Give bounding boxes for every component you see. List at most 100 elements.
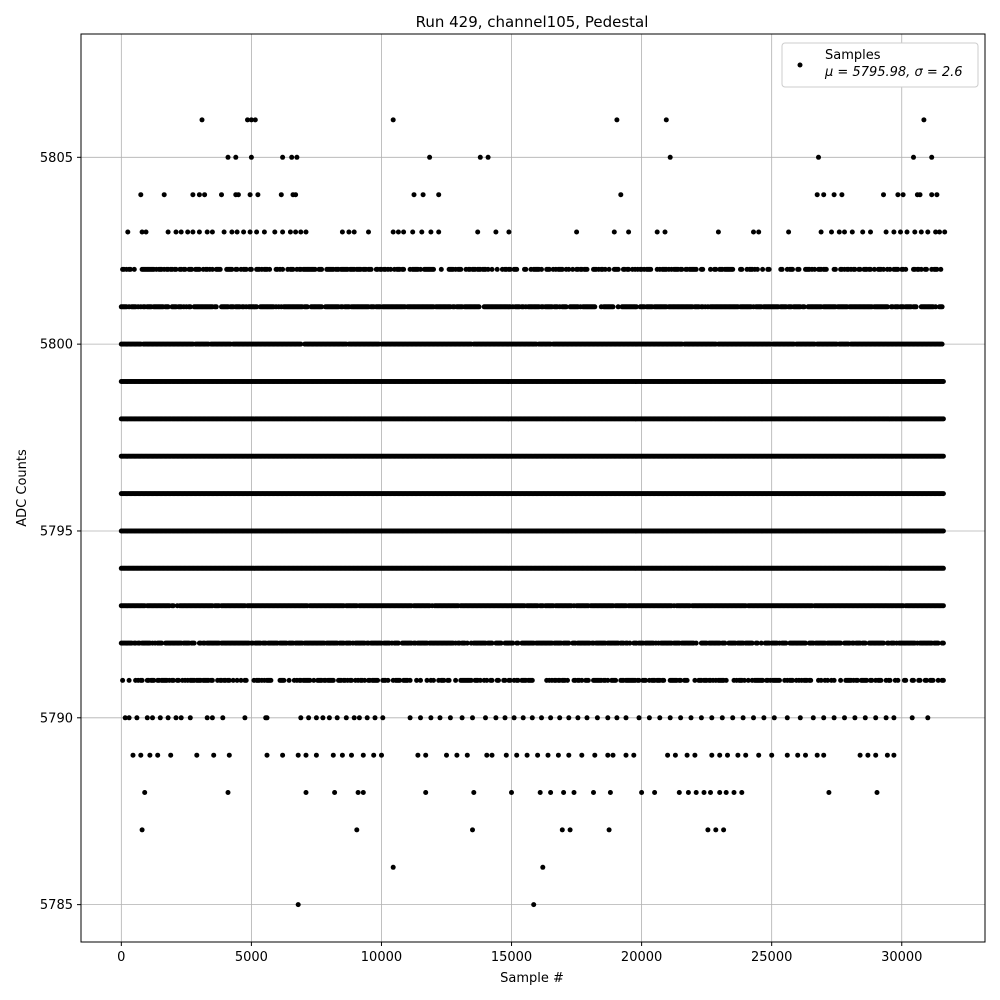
sample-point [424, 677, 430, 683]
sample-point [477, 677, 483, 683]
sample-point [498, 640, 504, 646]
sample-point [760, 677, 766, 683]
sample-point [745, 677, 751, 683]
sample-point [311, 677, 317, 683]
sample-point [375, 677, 381, 683]
sample-point [940, 677, 946, 683]
sample-point [895, 677, 901, 683]
sample-point [515, 640, 521, 646]
sample-point [722, 640, 728, 646]
sample-point [935, 677, 941, 683]
sample-point [935, 640, 941, 646]
sample-point [881, 640, 886, 646]
sample-point [151, 677, 157, 683]
sample-point [636, 677, 642, 683]
sample-point [170, 603, 176, 609]
sample-point [831, 677, 837, 683]
sample-point [803, 640, 808, 646]
sample-point [159, 640, 165, 646]
sample-point [924, 677, 929, 683]
sample-point [268, 677, 274, 683]
sample-point [917, 677, 923, 683]
sample-point [464, 640, 470, 646]
sample-point [349, 677, 354, 683]
sample-point [496, 677, 501, 683]
sample-point [281, 677, 287, 683]
sample-point [613, 677, 619, 683]
sample-point [940, 640, 946, 646]
sample-point [838, 677, 844, 683]
sample-point [749, 640, 755, 646]
sample-point [940, 565, 946, 571]
sample-point [864, 677, 870, 683]
sample-points [118, 117, 948, 908]
sample-point [661, 677, 667, 683]
sample-point [489, 677, 495, 683]
sample-point [678, 677, 684, 683]
sample-point [362, 677, 368, 683]
sample-point [489, 640, 495, 646]
sample-point [758, 640, 764, 646]
sample-point [243, 677, 249, 683]
sample-point [878, 677, 884, 683]
sample-point [855, 677, 860, 683]
sample-point [783, 640, 789, 646]
sample-point [330, 677, 336, 683]
sample-point [484, 677, 490, 683]
sample-point [418, 677, 423, 683]
sample-point [825, 677, 831, 683]
sample-point [790, 677, 795, 683]
sample-point [605, 677, 611, 683]
sample-point [502, 677, 508, 683]
sample-point [869, 677, 875, 683]
sample-point [940, 453, 946, 459]
sample-point [692, 677, 698, 683]
sample-point [862, 640, 868, 646]
sample-point [754, 640, 760, 646]
sample-point [627, 640, 633, 646]
sample-point [940, 528, 946, 534]
sample-point [507, 677, 513, 683]
sample-point [579, 677, 585, 683]
sample-point [226, 677, 232, 683]
sample-point [911, 677, 916, 683]
sample-point [940, 603, 946, 609]
sample-point [139, 677, 145, 683]
sample-point [191, 640, 197, 646]
sample-point [234, 677, 240, 683]
sample-point [566, 640, 572, 646]
sample-point [515, 677, 521, 683]
sample-point [940, 491, 946, 497]
sample-point [777, 677, 782, 683]
sample-point [230, 677, 236, 683]
chart-title: Run 429, channel105, Pedestal [416, 13, 649, 31]
sample-point [209, 677, 215, 683]
sample-point [120, 677, 126, 683]
sample-point [585, 677, 591, 683]
sample-point [529, 677, 535, 683]
sample-point [818, 677, 824, 683]
sample-point [723, 677, 729, 683]
sample-point [385, 677, 391, 683]
sample-point [940, 416, 946, 422]
sample-point [170, 677, 176, 683]
sample-point [808, 677, 814, 683]
sample-point [693, 640, 699, 646]
sample-point [431, 677, 436, 683]
sample-point [407, 677, 413, 683]
sample-point [397, 677, 403, 683]
sample-point [453, 677, 459, 683]
sample-point [441, 677, 447, 683]
sample-point [510, 640, 516, 646]
sample-point [468, 677, 474, 683]
sample-point [684, 677, 690, 683]
sample-point [126, 677, 132, 683]
sample-point [643, 677, 648, 683]
sample-point [414, 677, 420, 683]
sample-point [176, 677, 182, 683]
sample-point [930, 677, 936, 683]
sample-point [741, 677, 747, 683]
sample-point [307, 677, 313, 683]
